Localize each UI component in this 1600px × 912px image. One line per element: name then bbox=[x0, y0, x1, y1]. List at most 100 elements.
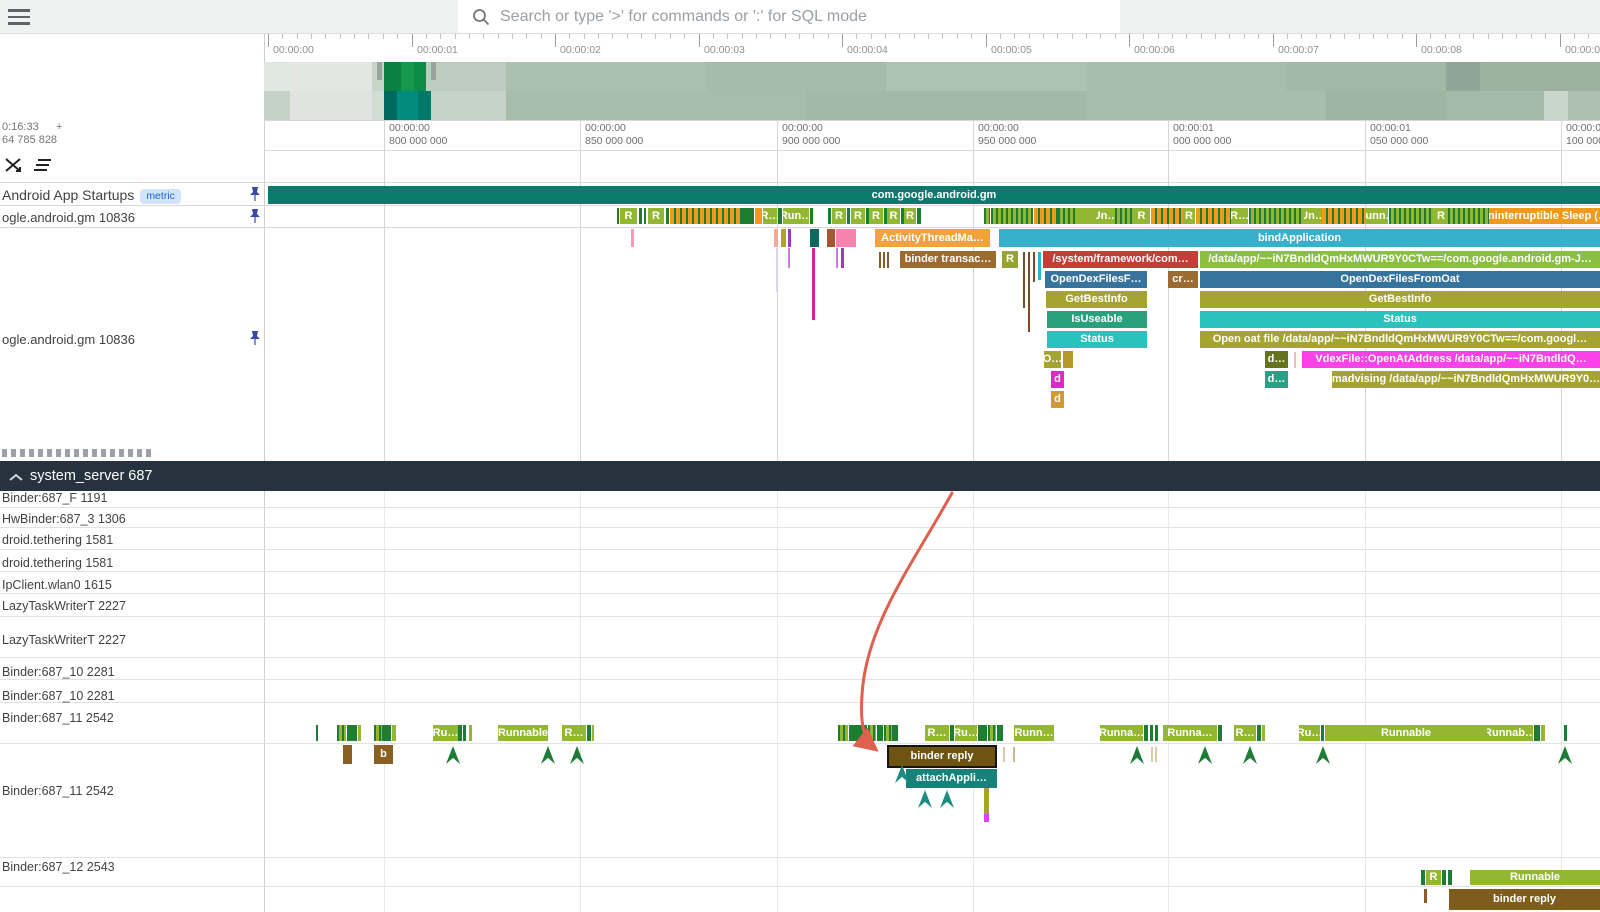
state-segment[interactable] bbox=[847, 208, 850, 224]
state-segment[interactable] bbox=[592, 725, 594, 741]
slice[interactable]: R bbox=[887, 208, 900, 224]
search-input[interactable] bbox=[490, 7, 1120, 26]
thread-label[interactable]: droid.tethering 1581 bbox=[2, 533, 114, 547]
state-segment[interactable] bbox=[316, 725, 318, 741]
state-segment[interactable] bbox=[828, 208, 831, 224]
thread-label[interactable]: IpClient.wlan0 1615 bbox=[2, 578, 112, 592]
state-segment[interactable] bbox=[788, 229, 791, 247]
wakeup-marker[interactable] bbox=[446, 746, 460, 764]
state-segment[interactable] bbox=[984, 208, 990, 224]
thread-label[interactable]: LazyTaskWriterT 2227 bbox=[2, 599, 126, 613]
state-segment[interactable] bbox=[1151, 747, 1153, 762]
state-segment[interactable] bbox=[774, 229, 778, 247]
state-segment[interactable] bbox=[1155, 747, 1157, 762]
slice[interactable]: ActivityThreadMa… bbox=[875, 229, 990, 247]
state-segment[interactable] bbox=[901, 208, 904, 224]
track-label-android-app-startups[interactable]: Android App Startups metric bbox=[2, 187, 181, 205]
slice[interactable]: Runna… bbox=[1163, 725, 1217, 741]
state-segment[interactable] bbox=[374, 725, 382, 741]
slice[interactable]: Ru… bbox=[955, 725, 977, 741]
slice[interactable]: R bbox=[851, 208, 865, 224]
state-segment[interactable] bbox=[1144, 725, 1148, 741]
slice[interactable]: VdexFile::OpenAtAddress /data/app/~~iN7B… bbox=[1302, 351, 1600, 368]
state-segment[interactable] bbox=[1151, 208, 1183, 224]
slice[interactable]: GetBestInfo bbox=[1046, 291, 1147, 308]
state-segment[interactable] bbox=[978, 725, 987, 741]
thread-label[interactable]: Binder:687_10 2281 bbox=[2, 689, 115, 703]
state-segment[interactable] bbox=[458, 725, 462, 741]
state-segment[interactable] bbox=[810, 229, 819, 247]
slice[interactable]: O… bbox=[1044, 351, 1061, 368]
slice[interactable]: d bbox=[1051, 371, 1064, 388]
slice[interactable]: d bbox=[1051, 391, 1064, 408]
slice[interactable]: R bbox=[620, 208, 637, 224]
state-segment[interactable] bbox=[868, 725, 876, 741]
state-segment[interactable] bbox=[1034, 208, 1058, 224]
slice[interactable]: R bbox=[1133, 208, 1150, 224]
slice[interactable]: R bbox=[1183, 208, 1195, 224]
slice[interactable]: madvising /data/app/~~iN7BndldQmHxMWUR9Y… bbox=[1332, 371, 1600, 388]
state-segment[interactable] bbox=[1013, 747, 1015, 762]
slice[interactable]: /data/app/~~iN7BndldQmHxMWUR9Y0CTw==/com… bbox=[1200, 251, 1600, 268]
slice[interactable]: GetBestInfo bbox=[1200, 291, 1600, 308]
state-segment[interactable] bbox=[1421, 870, 1425, 885]
state-segment[interactable] bbox=[392, 725, 396, 741]
slice[interactable]: Ru… bbox=[433, 725, 458, 741]
state-segment[interactable] bbox=[1077, 208, 1096, 224]
slice[interactable]: R bbox=[1426, 870, 1441, 885]
state-segment[interactable] bbox=[1424, 889, 1427, 903]
thread-label[interactable]: Binder:687_12 2543 bbox=[2, 860, 115, 874]
collapse-tracks-icon[interactable] bbox=[4, 156, 22, 174]
state-segment[interactable] bbox=[892, 725, 898, 741]
track-label-gm-process-2[interactable]: ogle.android.gm 10836 bbox=[2, 332, 135, 347]
state-segment[interactable] bbox=[884, 208, 887, 224]
slice[interactable]: R… bbox=[1231, 208, 1248, 224]
state-segment[interactable] bbox=[776, 248, 778, 292]
state-segment[interactable] bbox=[670, 208, 742, 224]
state-segment[interactable] bbox=[1150, 725, 1153, 741]
slice[interactable]: Uninterruptible Sleep (… bbox=[1489, 208, 1600, 224]
state-segment[interactable] bbox=[343, 745, 352, 764]
hamburger-menu-icon[interactable] bbox=[8, 9, 30, 25]
state-segment[interactable] bbox=[1033, 252, 1035, 282]
state-segment[interactable] bbox=[991, 208, 1033, 224]
state-segment[interactable] bbox=[1063, 351, 1073, 368]
state-segment[interactable] bbox=[883, 252, 885, 268]
thread-label[interactable]: droid.tethering 1581 bbox=[2, 556, 114, 570]
process-group-header-system-server[interactable]: system_server 687 bbox=[0, 461, 1600, 491]
state-segment[interactable] bbox=[879, 252, 881, 268]
state-segment[interactable] bbox=[1294, 352, 1296, 368]
pin-icon[interactable] bbox=[248, 330, 262, 346]
wakeup-marker[interactable] bbox=[918, 790, 932, 808]
wakeup-marker[interactable] bbox=[1130, 746, 1144, 764]
slice[interactable]: R bbox=[1002, 251, 1018, 268]
slice[interactable]: binder reply bbox=[1449, 889, 1600, 910]
slice[interactable]: R bbox=[869, 208, 883, 224]
state-segment[interactable] bbox=[781, 229, 786, 247]
slice[interactable]: cr… bbox=[1168, 271, 1198, 288]
state-segment[interactable] bbox=[644, 208, 646, 224]
state-segment[interactable] bbox=[1115, 208, 1133, 224]
slice[interactable]: binder transac… bbox=[900, 251, 996, 268]
wakeup-marker[interactable] bbox=[1316, 746, 1330, 764]
slice[interactable]: R… bbox=[925, 725, 949, 741]
slice[interactable]: Open oat file /data/app/~~iN7BndldQmHxMW… bbox=[1200, 331, 1600, 348]
state-segment[interactable] bbox=[849, 725, 867, 741]
state-segment[interactable] bbox=[917, 208, 921, 224]
thread-label[interactable]: Binder:687_F 1191 bbox=[2, 491, 108, 505]
state-segment[interactable] bbox=[836, 248, 838, 268]
wakeup-marker[interactable] bbox=[1243, 746, 1257, 764]
slice[interactable]: Ru… bbox=[1299, 725, 1320, 741]
state-segment[interactable] bbox=[810, 208, 813, 224]
state-segment[interactable] bbox=[1389, 208, 1434, 224]
state-segment[interactable] bbox=[1218, 725, 1222, 741]
slice[interactable]: R bbox=[1434, 208, 1448, 224]
slice[interactable]: d… bbox=[1265, 371, 1288, 388]
slice[interactable]: Runn… bbox=[1014, 725, 1054, 741]
wakeup-marker[interactable] bbox=[570, 746, 584, 764]
slice[interactable]: OpenDexFilesFromOat bbox=[1200, 271, 1600, 288]
state-segment[interactable] bbox=[1196, 208, 1231, 224]
thread-label[interactable]: Binder:687_10 2281 bbox=[2, 665, 115, 679]
state-segment[interactable] bbox=[1003, 747, 1005, 762]
state-segment[interactable] bbox=[382, 725, 391, 741]
